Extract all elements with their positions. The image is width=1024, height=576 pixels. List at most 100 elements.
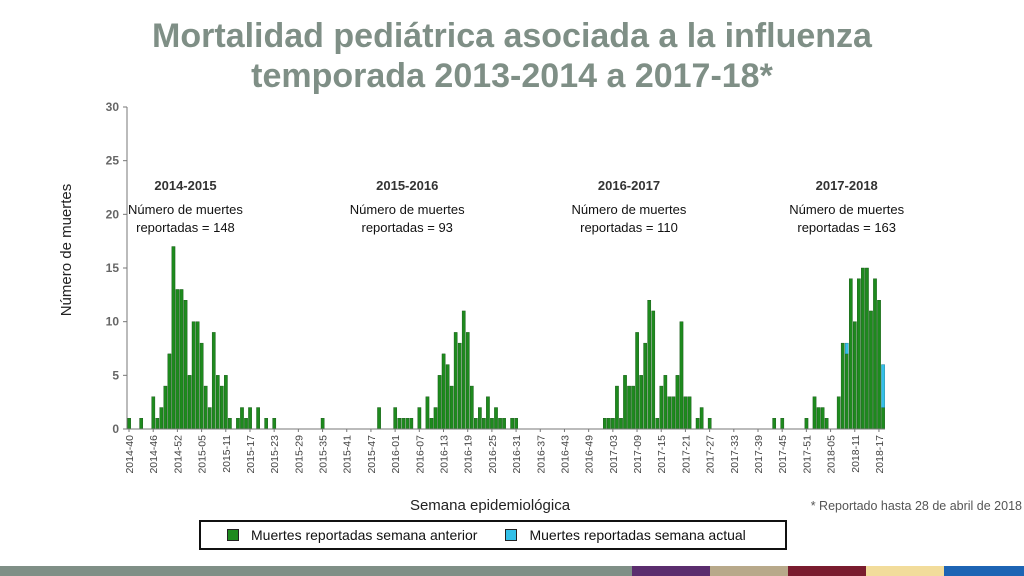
bar-previous-week: [478, 407, 482, 430]
x-tick-label: 2016-25: [487, 435, 499, 474]
bar-previous-week: [320, 418, 325, 430]
bar-previous-week: [877, 300, 881, 430]
bar-previous-week: [780, 418, 785, 430]
bar-previous-week: [861, 267, 865, 430]
bar-previous-week: [490, 418, 494, 430]
season-deaths-line1: Número de muertes: [350, 202, 465, 217]
bottom-bar-segment: [0, 566, 632, 576]
x-tick-label: 2014-52: [172, 435, 184, 474]
bar-previous-week: [139, 418, 144, 430]
bar-previous-week: [167, 353, 172, 430]
x-tick-label: 2017-51: [801, 435, 813, 474]
season-label: 2014-2015: [154, 178, 216, 193]
x-tick-label: 2016-31: [511, 435, 523, 474]
x-tick-label: 2015-41: [342, 435, 354, 474]
x-tick-label: 2017-03: [608, 435, 620, 474]
bar-previous-week: [615, 385, 619, 430]
y-tick-label: 5: [112, 368, 119, 382]
bar-previous-week: [695, 418, 700, 430]
season-deaths-line2: reportadas = 148: [136, 220, 235, 235]
x-tick-label: 2018-05: [826, 435, 838, 474]
bar-previous-week: [401, 418, 406, 430]
y-tick-label: 25: [106, 154, 120, 168]
bar-current-week: [844, 342, 849, 355]
bar-previous-week: [848, 278, 853, 430]
y-tick-label: 15: [106, 261, 120, 275]
bar-previous-week: [397, 418, 402, 430]
bar-previous-week: [433, 407, 438, 430]
x-tick-label: 2015-17: [245, 435, 257, 474]
bar-previous-week: [667, 396, 672, 430]
season-deaths-line1: Número de muertes: [572, 202, 687, 217]
bottom-bar-segment: [866, 566, 944, 576]
title-line-1: Mortalidad pediátrica asociada a la infl…: [152, 17, 872, 55]
x-tick-label: 2016-07: [414, 435, 426, 474]
season-deaths-line2: reportadas = 163: [797, 220, 896, 235]
bar-previous-week: [498, 418, 502, 430]
x-tick-label: 2014-40: [124, 435, 136, 474]
bar-previous-week: [623, 375, 627, 430]
bar-previous-week: [207, 407, 212, 430]
x-tick-label: 2017-27: [705, 435, 717, 474]
bar-previous-week: [159, 407, 164, 430]
bar-previous-week: [639, 375, 643, 430]
bar-previous-week: [256, 407, 260, 430]
bar-previous-week: [865, 267, 869, 430]
bar-previous-week: [240, 407, 244, 430]
x-tick-label: 2017-45: [777, 435, 789, 474]
legend-label-previous: Muertes reportadas semana anterior: [251, 527, 478, 543]
x-tick-label: 2015-23: [269, 435, 281, 474]
bar-previous-week: [457, 342, 462, 430]
season-deaths-line1: Número de muertes: [128, 202, 243, 217]
bar-previous-week: [707, 418, 712, 430]
season-label: 2015-2016: [376, 178, 438, 193]
bar-previous-week: [474, 418, 478, 430]
bar-previous-week: [836, 396, 841, 430]
x-tick-label: 2015-35: [318, 435, 330, 474]
bar-previous-week: [631, 385, 635, 430]
bar-previous-week: [869, 310, 873, 430]
bar-previous-week: [873, 278, 877, 430]
bar-previous-week: [211, 332, 216, 430]
x-tick-label: 2015-05: [197, 435, 209, 474]
x-tick-label: 2015-47: [366, 435, 378, 474]
bar-previous-week: [603, 418, 607, 430]
bar-previous-week: [191, 321, 196, 430]
legend-label-current: Muertes reportadas semana actual: [529, 527, 746, 543]
footnote: * Reportado hasta 28 de abril de 2018: [810, 499, 1022, 513]
bar-previous-week: [663, 375, 668, 430]
season-deaths-line2: reportadas = 110: [580, 220, 678, 235]
bar-previous-week: [377, 407, 381, 430]
x-tick-label: 2015-11: [221, 435, 233, 473]
bar-previous-week: [171, 246, 176, 430]
bar-previous-week: [687, 396, 692, 430]
bar-previous-week: [844, 353, 849, 430]
legend: Muertes reportadas semana anterior Muert…: [199, 520, 787, 550]
bottom-bar-segment: [788, 566, 866, 576]
bar-previous-week: [651, 310, 656, 430]
bar-previous-week: [659, 385, 664, 430]
bar-previous-week: [679, 321, 684, 430]
bar-previous-week: [127, 418, 131, 430]
legend-swatch-previous: [227, 529, 239, 541]
bar-previous-week: [264, 418, 268, 430]
legend-item-current: Muertes reportadas semana actual: [505, 527, 746, 543]
x-tick-label: 2014-46: [148, 435, 160, 474]
bar-previous-week: [224, 375, 228, 430]
x-tick-label: 2018-11: [850, 435, 862, 473]
bar-previous-week: [804, 418, 809, 430]
bar-previous-week: [820, 407, 825, 430]
bar-previous-week: [155, 418, 160, 430]
bottom-bar-segment: [632, 566, 710, 576]
bar-previous-week: [486, 396, 490, 430]
x-tick-label: 2017-21: [680, 435, 692, 474]
bar-previous-week: [635, 332, 639, 430]
bar-previous-week: [453, 332, 458, 430]
y-tick-label: 30: [106, 100, 120, 114]
bar-previous-week: [772, 418, 777, 430]
x-tick-label: 2016-13: [439, 435, 451, 474]
bar-previous-week: [151, 396, 156, 430]
bar-previous-week: [611, 418, 615, 430]
x-tick-label: 2015-29: [293, 435, 305, 474]
bar-previous-week: [179, 289, 184, 430]
